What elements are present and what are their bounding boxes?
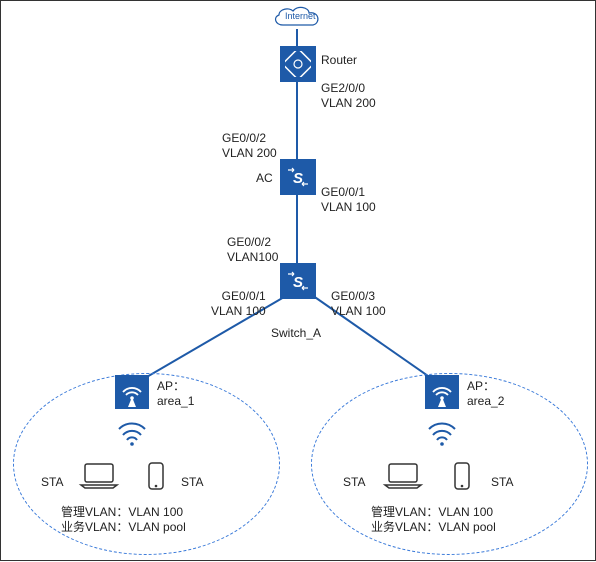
mgmt-vlan-label: 管理VLAN： xyxy=(61,505,128,519)
ac-down-iface: GE0/0/1 xyxy=(321,185,365,199)
mgmt-vlan-value: VLAN 100 xyxy=(128,505,183,519)
sta-label: STA xyxy=(343,475,365,489)
switch-node: S xyxy=(280,263,316,299)
ap2-title: AP： xyxy=(467,379,495,393)
router-vlan: VLAN 200 xyxy=(321,96,376,110)
wifi-icon xyxy=(425,421,459,452)
switch-icon: S xyxy=(280,159,316,195)
router-iface: GE2/0/0 xyxy=(321,81,365,95)
sta-label: STA xyxy=(41,475,63,489)
internet-cloud: Internet xyxy=(271,5,323,36)
switch-a-icon: S xyxy=(280,263,316,299)
sw-left-iface: GE0/0/1 xyxy=(222,289,266,303)
ap1-label: AP： area_1 xyxy=(157,379,194,409)
ac-up-iface: GE0/0/2 xyxy=(222,131,266,145)
svg-text:S: S xyxy=(293,274,303,291)
router-port-label: GE2/0/0 VLAN 200 xyxy=(321,81,376,111)
sta-label: STA xyxy=(181,475,203,489)
sw-port-right-label: GE0/0/3 VLAN 100 xyxy=(331,289,386,319)
svc-vlan-label: 业务VLAN： xyxy=(371,520,438,534)
phone-icon xyxy=(147,461,165,496)
sw-right-vlan: VLAN 100 xyxy=(331,304,386,318)
ac-label: AC xyxy=(256,171,273,185)
area1-vlan-info: 管理VLAN：VLAN 100 业务VLAN：VLAN pool xyxy=(61,505,186,535)
ac-port-down-label: GE0/0/1 VLAN 100 xyxy=(321,185,376,215)
sw-left-vlan: VLAN 100 xyxy=(211,304,266,318)
sw-right-iface: GE0/0/3 xyxy=(331,289,375,303)
ap2-name: area_2 xyxy=(467,394,504,408)
svg-text:S: S xyxy=(293,170,303,187)
ac-up-vlan: VLAN 200 xyxy=(222,146,277,160)
mgmt-vlan-label: 管理VLAN： xyxy=(371,505,438,519)
sw-up-vlan: VLAN100 xyxy=(227,250,278,264)
ap2-node xyxy=(425,375,459,409)
ap2-label: AP： area_2 xyxy=(467,379,504,409)
router-icon xyxy=(280,46,316,82)
svc-vlan-label: 业务VLAN： xyxy=(61,520,128,534)
laptop-icon xyxy=(381,461,425,496)
sw-port-left-label: GE0/0/1 VLAN 100 xyxy=(211,289,266,319)
switch-label: Switch_A xyxy=(271,326,321,340)
mgmt-vlan-value: VLAN 100 xyxy=(438,505,493,519)
internet-label: Internet xyxy=(285,11,316,21)
laptop-icon xyxy=(77,461,121,496)
ac-node: S xyxy=(280,159,316,195)
router-label: Router xyxy=(321,53,357,67)
sw-up-iface: GE0/0/2 xyxy=(227,235,271,249)
wifi-icon xyxy=(115,421,149,452)
ap-icon xyxy=(425,375,459,409)
ac-port-up-label: GE0/0/2 VLAN 200 xyxy=(222,131,277,161)
diagram-canvas: Internet Router GE2/0/0 VLAN 200 GE0/0/2… xyxy=(0,0,596,561)
ac-down-vlan: VLAN 100 xyxy=(321,200,376,214)
area2-vlan-info: 管理VLAN：VLAN 100 业务VLAN：VLAN pool xyxy=(371,505,496,535)
svc-vlan-value: VLAN pool xyxy=(128,520,185,534)
sta-label: STA xyxy=(491,475,513,489)
ap1-node xyxy=(115,375,149,409)
sw-port-up-label: GE0/0/2 VLAN100 xyxy=(227,235,278,265)
ap1-title: AP： xyxy=(157,379,185,393)
ap-icon xyxy=(115,375,149,409)
router-node xyxy=(280,46,316,82)
phone-icon xyxy=(453,461,471,496)
ap1-name: area_1 xyxy=(157,394,194,408)
svc-vlan-value: VLAN pool xyxy=(438,520,495,534)
